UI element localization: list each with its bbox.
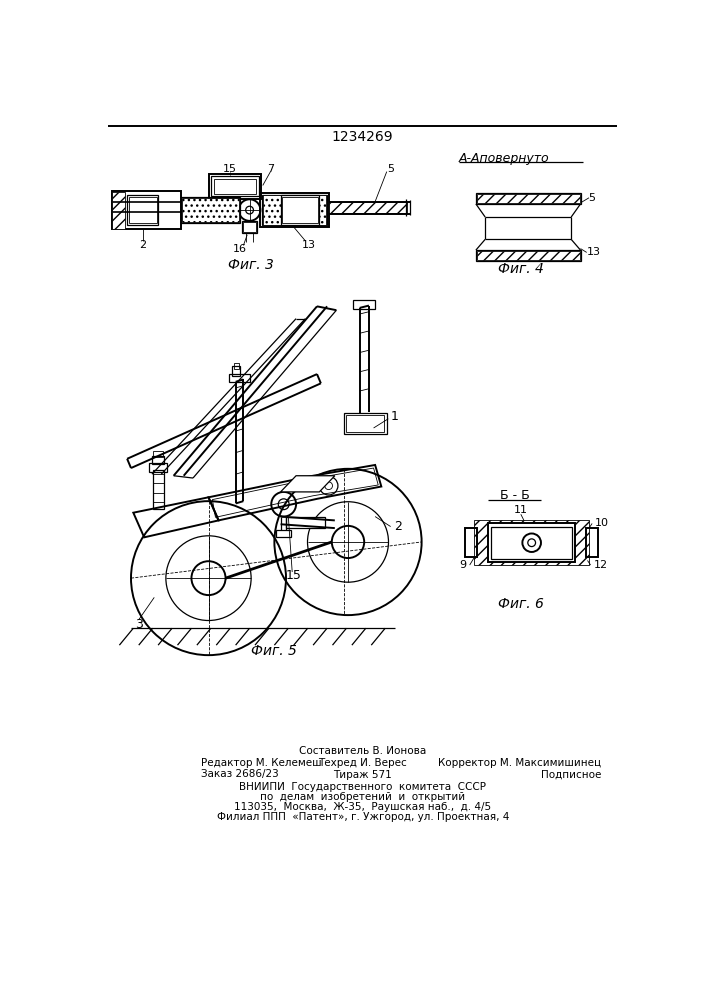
Text: 12: 12 — [594, 560, 608, 570]
Polygon shape — [281, 476, 335, 492]
Text: 16: 16 — [233, 244, 247, 254]
Text: 9: 9 — [460, 560, 467, 570]
Circle shape — [528, 539, 535, 547]
Bar — [329, 202, 407, 213]
Bar — [243, 222, 256, 232]
Bar — [262, 195, 327, 225]
Bar — [214, 179, 256, 194]
Bar — [263, 195, 327, 225]
Bar — [476, 250, 580, 261]
Text: 5: 5 — [387, 164, 394, 174]
Text: Тираж 571: Тираж 571 — [333, 770, 392, 780]
Text: 1: 1 — [391, 410, 399, 423]
Text: 2: 2 — [139, 240, 146, 250]
Text: Фиг. 6: Фиг. 6 — [498, 597, 544, 611]
Text: 113035,  Москва,  Ж-35,  Раушская наб.,  д. 4/5: 113035, Москва, Ж-35, Раушская наб., д. … — [234, 802, 491, 812]
Bar — [276, 530, 291, 537]
Bar — [209, 174, 261, 199]
Text: 7: 7 — [267, 164, 274, 174]
Text: Заказ 2686/23: Заказ 2686/23 — [201, 770, 279, 780]
Bar — [153, 470, 163, 509]
Bar — [129, 197, 156, 223]
Bar — [232, 366, 240, 376]
Bar — [182, 197, 240, 223]
Bar — [354, 300, 375, 309]
Bar — [230, 374, 250, 382]
Text: 11: 11 — [514, 505, 528, 515]
Bar — [489, 523, 575, 562]
Bar — [286, 517, 325, 528]
Text: ВНИИПИ  Государственного  комитета  СССР: ВНИИПИ Государственного комитета СССР — [239, 782, 486, 792]
Text: по  делам  изобретений  и  открытий: по делам изобретений и открытий — [260, 792, 465, 802]
Text: Редактор М. Келемеш: Редактор М. Келемеш — [201, 758, 322, 768]
Bar — [234, 363, 239, 369]
Text: Техред И. Верес: Техред И. Верес — [318, 758, 407, 768]
Bar — [346, 415, 385, 432]
Text: Фиг. 3: Фиг. 3 — [228, 258, 274, 272]
Bar — [477, 251, 580, 260]
Bar — [282, 197, 317, 223]
Text: Фиг. 5: Фиг. 5 — [252, 644, 298, 658]
Text: Филиал ППП  «Патент», г. Ужгород, ул. Проектная, 4: Филиал ППП «Патент», г. Ужгород, ул. Про… — [216, 812, 509, 822]
Text: А-Аповернуто: А-Аповернуто — [459, 152, 549, 165]
Bar — [476, 193, 580, 204]
Bar — [112, 192, 125, 229]
Bar — [153, 451, 163, 457]
Bar — [344, 413, 387, 434]
Bar — [586, 528, 598, 557]
Text: Подписное: Подписное — [541, 770, 602, 780]
Text: 5: 5 — [589, 193, 595, 203]
Text: 1234269: 1234269 — [332, 130, 394, 144]
Bar — [477, 194, 580, 203]
Text: 3: 3 — [135, 618, 143, 631]
Bar — [260, 193, 329, 227]
Bar — [281, 195, 320, 225]
Text: Корректор М. Максимишинец: Корректор М. Максимишинец — [438, 758, 602, 768]
Bar — [211, 176, 259, 196]
Text: 15: 15 — [223, 164, 238, 174]
Bar — [182, 198, 239, 222]
Bar — [112, 191, 182, 229]
Text: 10: 10 — [595, 518, 609, 528]
Text: Составитель В. Ионова: Составитель В. Ионова — [299, 746, 426, 756]
Text: 15: 15 — [286, 569, 302, 582]
Circle shape — [522, 533, 541, 552]
Bar — [474, 520, 589, 565]
Text: Фиг. 4: Фиг. 4 — [498, 262, 544, 276]
Bar — [127, 195, 158, 225]
Bar — [149, 463, 168, 472]
Bar — [242, 221, 257, 233]
Text: 2: 2 — [395, 520, 402, 533]
Bar — [152, 456, 164, 464]
Bar — [491, 527, 572, 559]
Text: 13: 13 — [587, 247, 601, 257]
Text: 13: 13 — [303, 240, 316, 250]
Text: Б - Б: Б - Б — [500, 489, 530, 502]
Bar — [465, 528, 477, 557]
